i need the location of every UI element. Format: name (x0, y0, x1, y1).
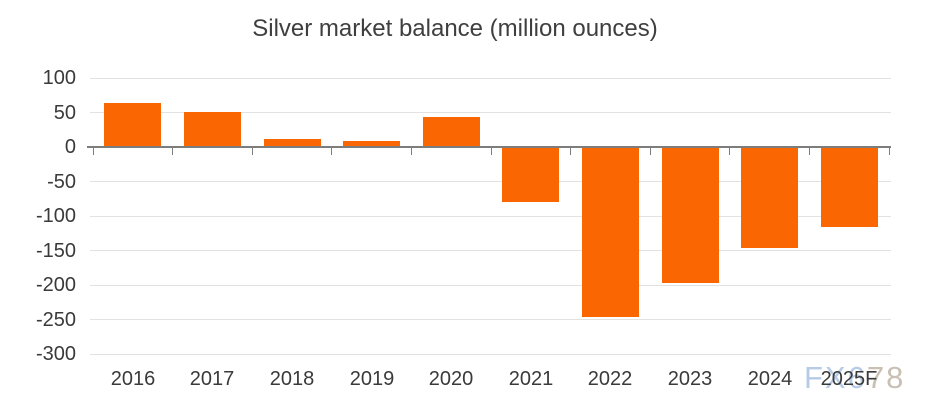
y-axis-label--300: -300 (35, 343, 76, 365)
x-axis-label-2017: 2017 (189, 368, 235, 390)
x-axis-tick (808, 148, 810, 155)
watermark: FX678 (804, 361, 905, 395)
bar-2022 (582, 147, 639, 317)
watermark-text-78: 78 (866, 360, 906, 395)
x-axis-tick (172, 148, 174, 155)
x-axis-tick (331, 148, 333, 155)
y-axis-label-100: 100 (42, 67, 76, 89)
y-axis-label--50: -50 (47, 170, 76, 193)
x-axis-tick (649, 148, 651, 155)
gridline-y--250 (90, 319, 891, 320)
gridline-y-50 (90, 112, 891, 113)
x-axis-label-2022: 2022 (587, 368, 633, 390)
gridline-y--100 (90, 215, 891, 217)
x-axis-label-2021: 2021 (508, 368, 554, 390)
x-axis-tick (490, 148, 492, 155)
bar-2023 (662, 147, 719, 283)
x-axis-tick (570, 148, 572, 155)
gridline-y--300 (90, 353, 891, 355)
x-axis-label-2025F: 2025F (820, 368, 878, 390)
bar-2017 (184, 111, 241, 147)
bar-2019 (343, 140, 400, 147)
x-axis-label-2024: 2024 (747, 368, 793, 390)
y-axis-label--200: -200 (35, 274, 76, 296)
x-axis-label-2019: 2019 (349, 368, 395, 390)
x-axis-tick (888, 148, 890, 155)
y-axis-label--150: -150 (35, 239, 76, 262)
x-axis-label-2020: 2020 (428, 368, 474, 390)
x-axis-tick (92, 148, 94, 155)
gridline-y--150 (90, 250, 891, 251)
bar-2024 (741, 147, 798, 248)
chart-title: Silver market balance (million ounces) (252, 15, 658, 42)
gridline-y--200 (90, 284, 891, 286)
x-axis-tick (410, 148, 412, 155)
bar-2021 (502, 147, 559, 202)
y-axis-label--100: -100 (35, 205, 76, 227)
x-axis-label-2016: 2016 (110, 368, 156, 390)
gridline-y--50 (90, 181, 891, 182)
y-axis-label--250: -250 (35, 308, 76, 331)
bar-2025F (821, 147, 878, 228)
watermark-text-fx6: FX6 (804, 360, 867, 395)
y-axis-label-0: 0 (64, 136, 76, 158)
x-axis-tick (729, 148, 731, 155)
gridline-y-100 (90, 77, 891, 79)
x-axis-tick (251, 148, 253, 155)
x-axis-label-2023: 2023 (667, 368, 713, 390)
bar-2018 (264, 138, 321, 147)
bar-2016 (104, 102, 161, 147)
x-axis-line (87, 146, 891, 148)
bar-2020 (423, 116, 480, 147)
x-axis-label-2018: 2018 (269, 368, 315, 390)
y-axis-label-50: 50 (53, 101, 76, 124)
